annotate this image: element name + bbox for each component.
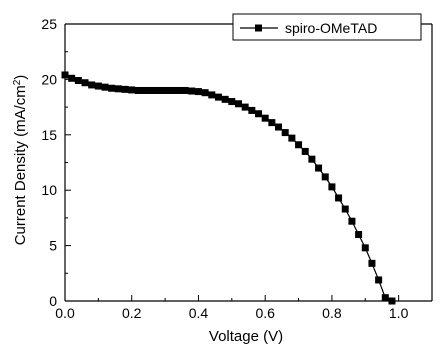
data-point-marker: [228, 98, 236, 106]
series-line-group: [64, 74, 393, 302]
data-point-marker: [221, 95, 229, 103]
y-tick-label: 10: [41, 182, 57, 198]
data-point-marker: [68, 74, 76, 82]
data-point-marker: [261, 114, 269, 122]
y-tick-label: 15: [41, 127, 57, 143]
data-point-marker: [101, 83, 109, 91]
data-point-marker: [288, 134, 296, 142]
data-point-marker: [194, 88, 202, 96]
data-point-marker: [188, 87, 196, 95]
data-point-marker: [121, 85, 129, 93]
data-point-marker: [255, 110, 263, 118]
data-point-marker: [74, 77, 82, 85]
x-tick-label: 0.4: [189, 305, 209, 321]
data-point-marker: [114, 85, 122, 93]
y-tick-label: 0: [49, 293, 57, 309]
y-axis-title-close: ): [12, 75, 29, 80]
data-point-marker: [154, 86, 162, 94]
data-point-marker: [214, 93, 222, 101]
data-point-marker: [308, 155, 316, 163]
data-point-marker: [61, 71, 69, 79]
data-point-marker: [328, 183, 336, 191]
y-axis-title: Current Density (mA/cm2): [12, 75, 29, 246]
data-point-marker: [161, 86, 169, 94]
legend-marker-sample: [255, 24, 262, 32]
data-point-marker: [368, 259, 376, 267]
data-point-marker: [348, 217, 356, 225]
data-point-marker: [335, 194, 343, 202]
data-point-marker: [268, 119, 276, 127]
y-tick-label: 20: [41, 71, 57, 87]
data-point-marker: [81, 79, 89, 87]
plot-frame: [64, 23, 433, 302]
x-tick-label: 1.0: [389, 305, 409, 321]
data-point-marker: [388, 297, 396, 305]
data-point-marker: [295, 141, 303, 149]
x-axis-ticks: 0.0 0.2 0.4 0.6 0.8 1.0: [55, 295, 433, 321]
data-point-marker: [248, 106, 256, 114]
data-point-marker: [201, 89, 209, 97]
data-point-marker: [88, 81, 96, 89]
data-point-marker: [208, 91, 216, 99]
data-point-marker: [181, 86, 189, 94]
y-axis-title-main: Current Density (mA/cm: [12, 85, 29, 245]
x-tick-label: 0.6: [255, 305, 275, 321]
y-axis-ticks: 0 5 10 15 20 25: [41, 16, 71, 309]
data-point-marker: [321, 173, 329, 181]
data-point-marker: [108, 84, 116, 92]
y-tick-label: 25: [41, 16, 57, 32]
data-point-marker: [241, 103, 249, 111]
data-point-marker: [315, 164, 323, 172]
data-point-marker: [174, 86, 182, 94]
data-point-marker: [94, 82, 102, 90]
legend-box: [232, 13, 422, 41]
data-point-marker: [301, 147, 309, 155]
x-tick-label: 0.8: [322, 305, 342, 321]
data-point-marker: [168, 86, 176, 94]
data-point-marker: [148, 86, 156, 94]
data-point-marker: [275, 123, 283, 131]
series-markers-group: [61, 71, 396, 305]
data-point-marker: [134, 86, 142, 94]
data-point-marker: [361, 244, 369, 252]
data-point-marker: [381, 294, 389, 302]
data-point-marker: [341, 205, 349, 213]
data-point-marker: [355, 231, 363, 239]
legend-label: spiro-OMeTAD: [285, 20, 377, 36]
data-point-marker: [128, 86, 136, 94]
data-point-marker: [234, 100, 242, 108]
legend: spiro-OMeTAD: [232, 13, 422, 41]
y-axis-title-superscript: 2: [12, 79, 23, 85]
x-tick-label: 0.0: [55, 305, 75, 321]
y-tick-label: 5: [49, 238, 57, 254]
data-point-marker: [375, 276, 383, 284]
x-axis-title: Voltage (V): [209, 328, 283, 345]
series-line-spiro-ometad: [64, 74, 393, 302]
data-point-marker: [141, 86, 149, 94]
data-point-marker: [281, 129, 289, 137]
x-tick-label: 0.2: [122, 305, 142, 321]
